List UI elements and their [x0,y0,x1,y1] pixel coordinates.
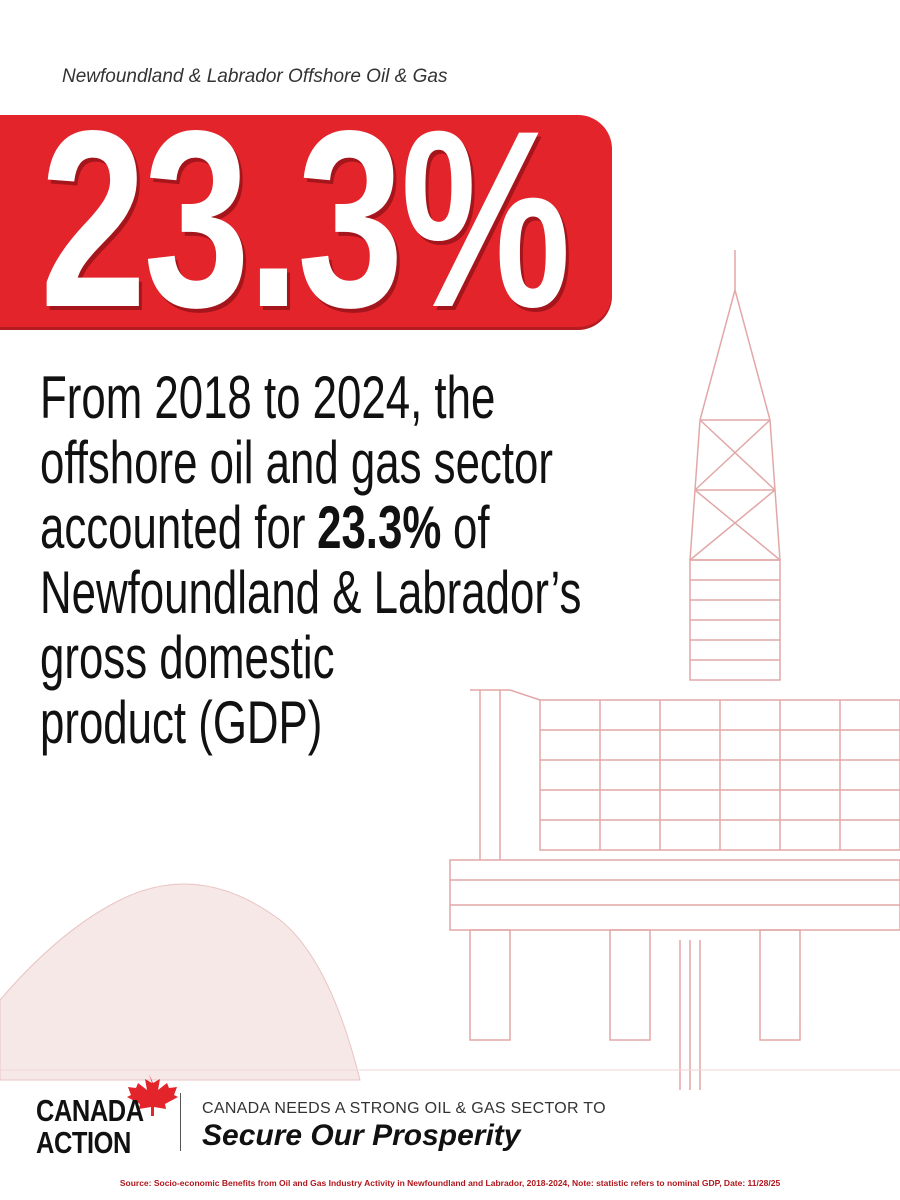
logo-text: CANADA [36,1093,144,1128]
body-text: From 2018 to 2024, the offshore oil and … [40,365,782,755]
tagline-top: CANADA NEEDS A STRONG OIL & GAS SECTOR T… [202,1100,606,1117]
body-line: From 2018 to 2024, the [40,364,496,431]
body-line: product (GDP) [40,689,323,756]
body-highlight: 23.3% [317,494,442,561]
iceberg-sketch [0,883,361,1081]
body-line: gross domestic [40,624,335,691]
tagline-main: Secure Our Prosperity [202,1119,521,1152]
maple-leaf-icon [127,1074,178,1116]
source-note: Source: Socio-economic Benefits from Oil… [119,1178,781,1188]
body-line: accounted for 23.3% of [40,495,581,560]
body-line: Newfoundland & Labrador’s [40,559,582,626]
body-line: offshore oil and gas sector [40,429,553,496]
divider [180,1093,181,1151]
headline-stat: 23.3% [40,79,571,360]
oil-rig-sketch [449,250,900,1090]
logo-text: ACTION [36,1125,131,1160]
subtitle: Newfoundland & Labrador Offshore Oil & G… [62,66,448,87]
body-segment: of [452,494,490,561]
stat-banner [0,115,612,327]
body-segment: accounted for [40,494,306,561]
